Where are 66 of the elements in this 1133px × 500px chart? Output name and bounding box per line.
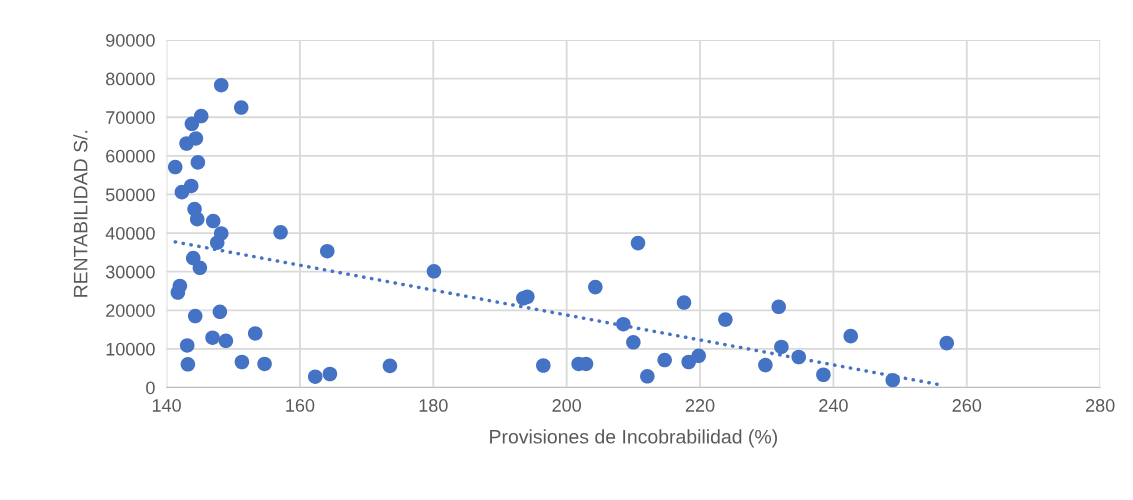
point — [257, 356, 272, 372]
x-tick-label: 240 — [819, 399, 848, 412]
point — [170, 285, 186, 300]
x-tick-label: 260 — [952, 399, 982, 412]
point — [657, 352, 672, 368]
point — [209, 235, 225, 250]
y-tick-label: 70000 — [106, 111, 155, 124]
y-tick-label: 10000 — [106, 342, 155, 356]
point — [234, 354, 250, 370]
point — [307, 369, 323, 384]
x-tick-label: 180 — [419, 399, 448, 412]
point — [180, 357, 196, 372]
y-tick-label: 60000 — [106, 149, 155, 163]
point — [213, 77, 229, 93]
y-tick-label: 30000 — [105, 265, 155, 279]
point — [626, 335, 641, 350]
point — [273, 225, 288, 240]
point — [192, 260, 208, 276]
point — [520, 289, 535, 305]
y-tick-label: 80000 — [106, 72, 155, 86]
y-tick-label: 50000 — [105, 188, 155, 202]
point — [843, 328, 859, 344]
point — [791, 349, 807, 365]
x-tick-label: 200 — [552, 399, 582, 412]
point — [774, 339, 789, 355]
point — [885, 372, 901, 388]
point — [939, 335, 955, 351]
x-tick-label: 160 — [286, 399, 315, 412]
point — [630, 235, 646, 251]
y-tick-label: 90000 — [106, 33, 155, 47]
y-tick-label: 20000 — [106, 304, 155, 317]
x-tick-label: 140 — [152, 399, 181, 412]
point — [616, 316, 631, 332]
point — [247, 326, 263, 341]
x-tick-label: 220 — [685, 399, 715, 412]
point — [640, 369, 655, 384]
point — [179, 338, 195, 353]
point — [319, 243, 335, 259]
point — [426, 264, 442, 279]
y-axis-title: RENTABILIDAD S/. — [73, 130, 88, 297]
point — [771, 299, 786, 315]
point — [190, 155, 206, 170]
point — [233, 100, 249, 115]
point — [536, 358, 551, 373]
point — [179, 136, 194, 151]
y-tick-label: 0 — [146, 381, 155, 395]
point — [588, 279, 603, 295]
point — [205, 330, 220, 345]
point — [676, 295, 692, 310]
x-axis-title: Provisiones de Incobrabilidad (%) — [490, 429, 777, 448]
point — [187, 308, 203, 324]
point — [816, 367, 831, 383]
y-tick-label: 40000 — [105, 226, 155, 240]
point — [322, 366, 338, 382]
point — [218, 333, 234, 349]
point — [205, 213, 221, 229]
point — [718, 312, 733, 327]
point — [382, 358, 398, 374]
point — [184, 116, 200, 132]
point — [212, 304, 228, 320]
x-tick-label: 280 — [1085, 399, 1115, 412]
point — [189, 211, 205, 227]
point — [691, 348, 706, 364]
point — [174, 184, 190, 200]
point — [758, 357, 773, 373]
point — [167, 159, 183, 175]
